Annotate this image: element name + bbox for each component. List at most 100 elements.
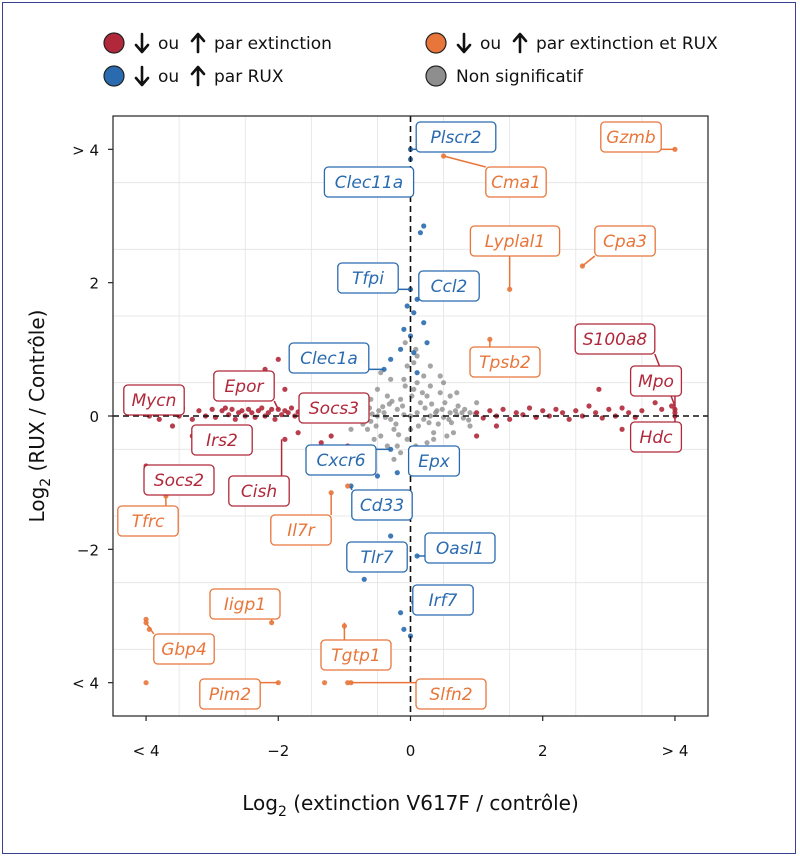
data-point-rux — [397, 346, 404, 352]
gene-label: Tfpi — [352, 269, 384, 289]
data-point-extinction — [222, 405, 228, 411]
label-connector — [350, 485, 353, 491]
data-point-ns — [411, 386, 417, 392]
data-point-extinction — [526, 405, 533, 411]
x-tick-label: > 4 — [661, 742, 688, 760]
data-point-ns — [429, 401, 435, 407]
data-point-extinction — [239, 408, 245, 414]
gene-label: Clec11a — [335, 173, 403, 193]
data-point-ns — [374, 386, 381, 392]
label-connector — [581, 255, 596, 267]
data-point-extinction_rux — [143, 680, 149, 686]
data-point-extinction — [513, 410, 519, 416]
data-point-rux — [397, 610, 404, 616]
data-point-rux — [361, 576, 367, 582]
gene-label: Mycn — [132, 391, 177, 411]
data-point-ns — [404, 363, 410, 369]
legend-swatch-extinction_rux — [425, 32, 447, 54]
data-point-extinction — [249, 410, 255, 416]
arrow-down-icon — [456, 32, 472, 54]
data-point-ns — [466, 417, 472, 423]
data-point-ns — [426, 420, 432, 426]
data-point-ns — [424, 440, 430, 446]
gene-label-box — [469, 225, 561, 257]
data-point-ns — [433, 410, 439, 416]
gene-label-box — [228, 475, 290, 507]
data-point-ns — [393, 421, 399, 427]
gene-label-box — [305, 444, 377, 476]
data-point-extinction — [566, 416, 572, 422]
x-tick-label: −2 — [267, 742, 289, 760]
data-point-ns — [427, 363, 433, 369]
gene-labels: Plscr2 Clec11a Gzmb Cma1 Lyplal1 Cpa3 Tfpi Ccl2… — [117, 121, 683, 710]
data-point-ns — [452, 408, 459, 414]
plot-area — [112, 115, 709, 717]
gene-label: Socs3 — [309, 399, 359, 419]
y-tick-label: −2 — [77, 541, 99, 559]
gene-label: Cxcr6 — [316, 451, 365, 471]
data-point-ns — [414, 410, 420, 416]
data-point-ns — [371, 436, 377, 442]
data-point-extinction — [606, 406, 612, 412]
gene-label: Cpa3 — [603, 232, 647, 252]
legend-or-text: ou — [480, 34, 501, 54]
x-axis-title: Log2 (extinction V617F / contrôle) — [242, 791, 579, 820]
data-point-rux — [401, 626, 407, 632]
data-point-ns — [454, 390, 460, 396]
gene-label-box — [213, 370, 275, 402]
y-tick-label: 0 — [89, 408, 99, 426]
gene-label: Oasl1 — [436, 539, 484, 559]
gene-label-box — [199, 678, 261, 710]
gene-label-box — [323, 166, 415, 198]
data-point-rux — [424, 340, 430, 346]
data-point-rux — [421, 320, 427, 326]
data-point-extinction — [282, 386, 288, 392]
data-point-extinction — [259, 405, 265, 411]
data-point-extinction — [318, 440, 324, 446]
gene-label: Epor — [225, 377, 265, 397]
gene-label-box — [469, 346, 541, 378]
data-point-rux — [411, 350, 417, 356]
data-point-ns — [431, 430, 437, 436]
gene-label: Tlr7 — [361, 548, 394, 568]
data-point-extinction — [272, 416, 278, 422]
data-point-ns — [384, 443, 390, 449]
legend-or-text: ou — [158, 34, 179, 54]
data-point-ns — [442, 400, 448, 406]
data-point-extinction — [639, 408, 645, 414]
data-point-ns — [455, 403, 461, 409]
gene-label-box — [418, 270, 480, 302]
data-point-extinction — [559, 410, 566, 416]
gene-label: Cish — [241, 482, 277, 502]
gene-label-box — [288, 342, 370, 374]
gene-label: S100a8 — [583, 330, 648, 350]
gene-label-box — [629, 365, 683, 397]
data-point-ns — [388, 376, 394, 382]
data-point-ns — [389, 398, 395, 404]
data-point-ns — [424, 393, 430, 399]
data-point-extinction — [593, 410, 599, 416]
data-point-ns — [417, 400, 424, 406]
data-point-ns — [364, 426, 371, 432]
data-point-ns — [384, 393, 390, 399]
gene-label: Lyplal1 — [485, 232, 545, 252]
legend-label: par extinction — [214, 34, 332, 54]
data-point-ns — [415, 423, 422, 429]
gene-label: Plscr2 — [431, 128, 482, 148]
data-point-ns — [450, 430, 457, 436]
gene-label: Irf7 — [429, 591, 458, 611]
gene-label-box — [424, 532, 496, 564]
gene-label: Irs2 — [206, 431, 238, 451]
data-point-extinction — [328, 433, 334, 439]
gene-label: Gzmb — [606, 128, 655, 148]
y-tick-label: > 4 — [72, 141, 99, 159]
data-point-extinction — [493, 423, 500, 429]
data-point-ns — [421, 373, 427, 379]
data-point-extinction — [546, 413, 552, 419]
data-point-extinction_rux — [269, 620, 275, 626]
data-point-ns — [435, 421, 441, 427]
gene-label-box — [629, 421, 683, 453]
data-point-extinction — [474, 433, 480, 439]
gene-label-box — [337, 262, 399, 294]
data-point-ns — [401, 376, 407, 382]
